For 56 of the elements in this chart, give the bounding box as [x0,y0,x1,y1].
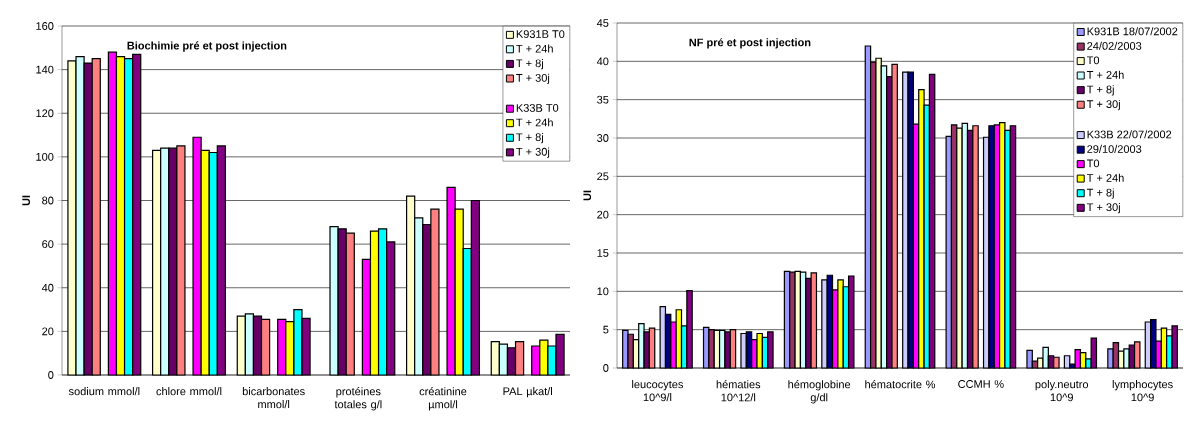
legend-label: T + 30j [516,73,550,84]
y-tick-label: 160 [36,22,54,30]
legend-label: T + 30j [1086,203,1120,214]
y-axis-title: UI [22,195,30,206]
x-tick-label: PAL µkat/l [503,387,552,398]
x-tick-label: hématies 10^12/l [716,380,761,402]
legend-label: T + 8j [516,59,543,70]
legend-label: K931B 18/07/2002 [1087,27,1178,36]
legend-label: T + 8j [516,132,543,144]
y-tick-label: 40 [596,57,609,66]
legend-label: 24/02/2003 [1087,41,1142,50]
x-tick-label: sodium mmol/l [68,387,140,396]
x-tick-label: bicarbonates mmol/l [242,387,305,409]
legend-label: T0 [1086,56,1100,65]
legend-label: T + 24h [1086,173,1124,182]
legend-label: T + 24h [516,118,553,127]
legend-label: 29/10/2003 [1087,144,1142,153]
x-tick-label: créatinine µmol/l [419,387,467,411]
x-tick-label: hématocrite % [865,380,936,389]
y-tick-label: 0 [48,371,54,379]
x-tick-label: chlore mmol/l [156,387,222,396]
y-tick-label: 40 [41,283,54,292]
y-tick-label: 5 [603,325,609,334]
y-tick-label: 30 [597,134,609,142]
x-tick-label: lymphocytes 10^9 [1112,380,1173,402]
text: NF pré et post injection [689,38,811,49]
x-tick-label: CCMH % [958,380,1004,388]
x-tick-label: poly.neutro 10^9 [1035,380,1089,402]
x-tick-label: hémoglobine g/dl [788,380,851,404]
legend-label: T + 24h [516,44,553,53]
legend-label: K931B T0 [516,30,565,38]
y-tick-label: 45 [596,19,609,27]
y-tick-label: 35 [597,95,609,104]
x-tick-label: protéines totales g/l [334,387,382,411]
y-tick-label: 140 [36,65,54,74]
y-tick-label: 0 [603,364,609,372]
y-tick-label: 10 [597,287,609,296]
y-tick-label: 20 [42,327,54,336]
y-tick-label: 60 [42,240,54,249]
y-tick-label: 120 [36,109,54,118]
legend-label: T + 8j [1086,85,1114,96]
y-tick-label: 20 [597,210,609,219]
legend-label: T + 24h [1086,70,1124,79]
y-axis-title: UI [583,190,592,201]
x-tick-label: leucocytes 10^9/l [632,380,684,402]
legend-label: T + 30j [516,147,550,158]
legend-label: T + 8j [1086,188,1114,199]
legend-label: K33B T0 [516,104,559,112]
legend-label: T + 30j [1086,99,1120,111]
y-tick-label: 100 [36,152,54,161]
y-tick-label: 80 [42,196,54,205]
y-tick-label: 15 [597,249,609,257]
text: Biochimie pré et post injection [127,41,287,52]
legend-label: K33B 22/07/2002 [1087,130,1172,139]
y-tick-label: 25 [597,172,609,181]
legend-label: T0 [1086,159,1100,168]
